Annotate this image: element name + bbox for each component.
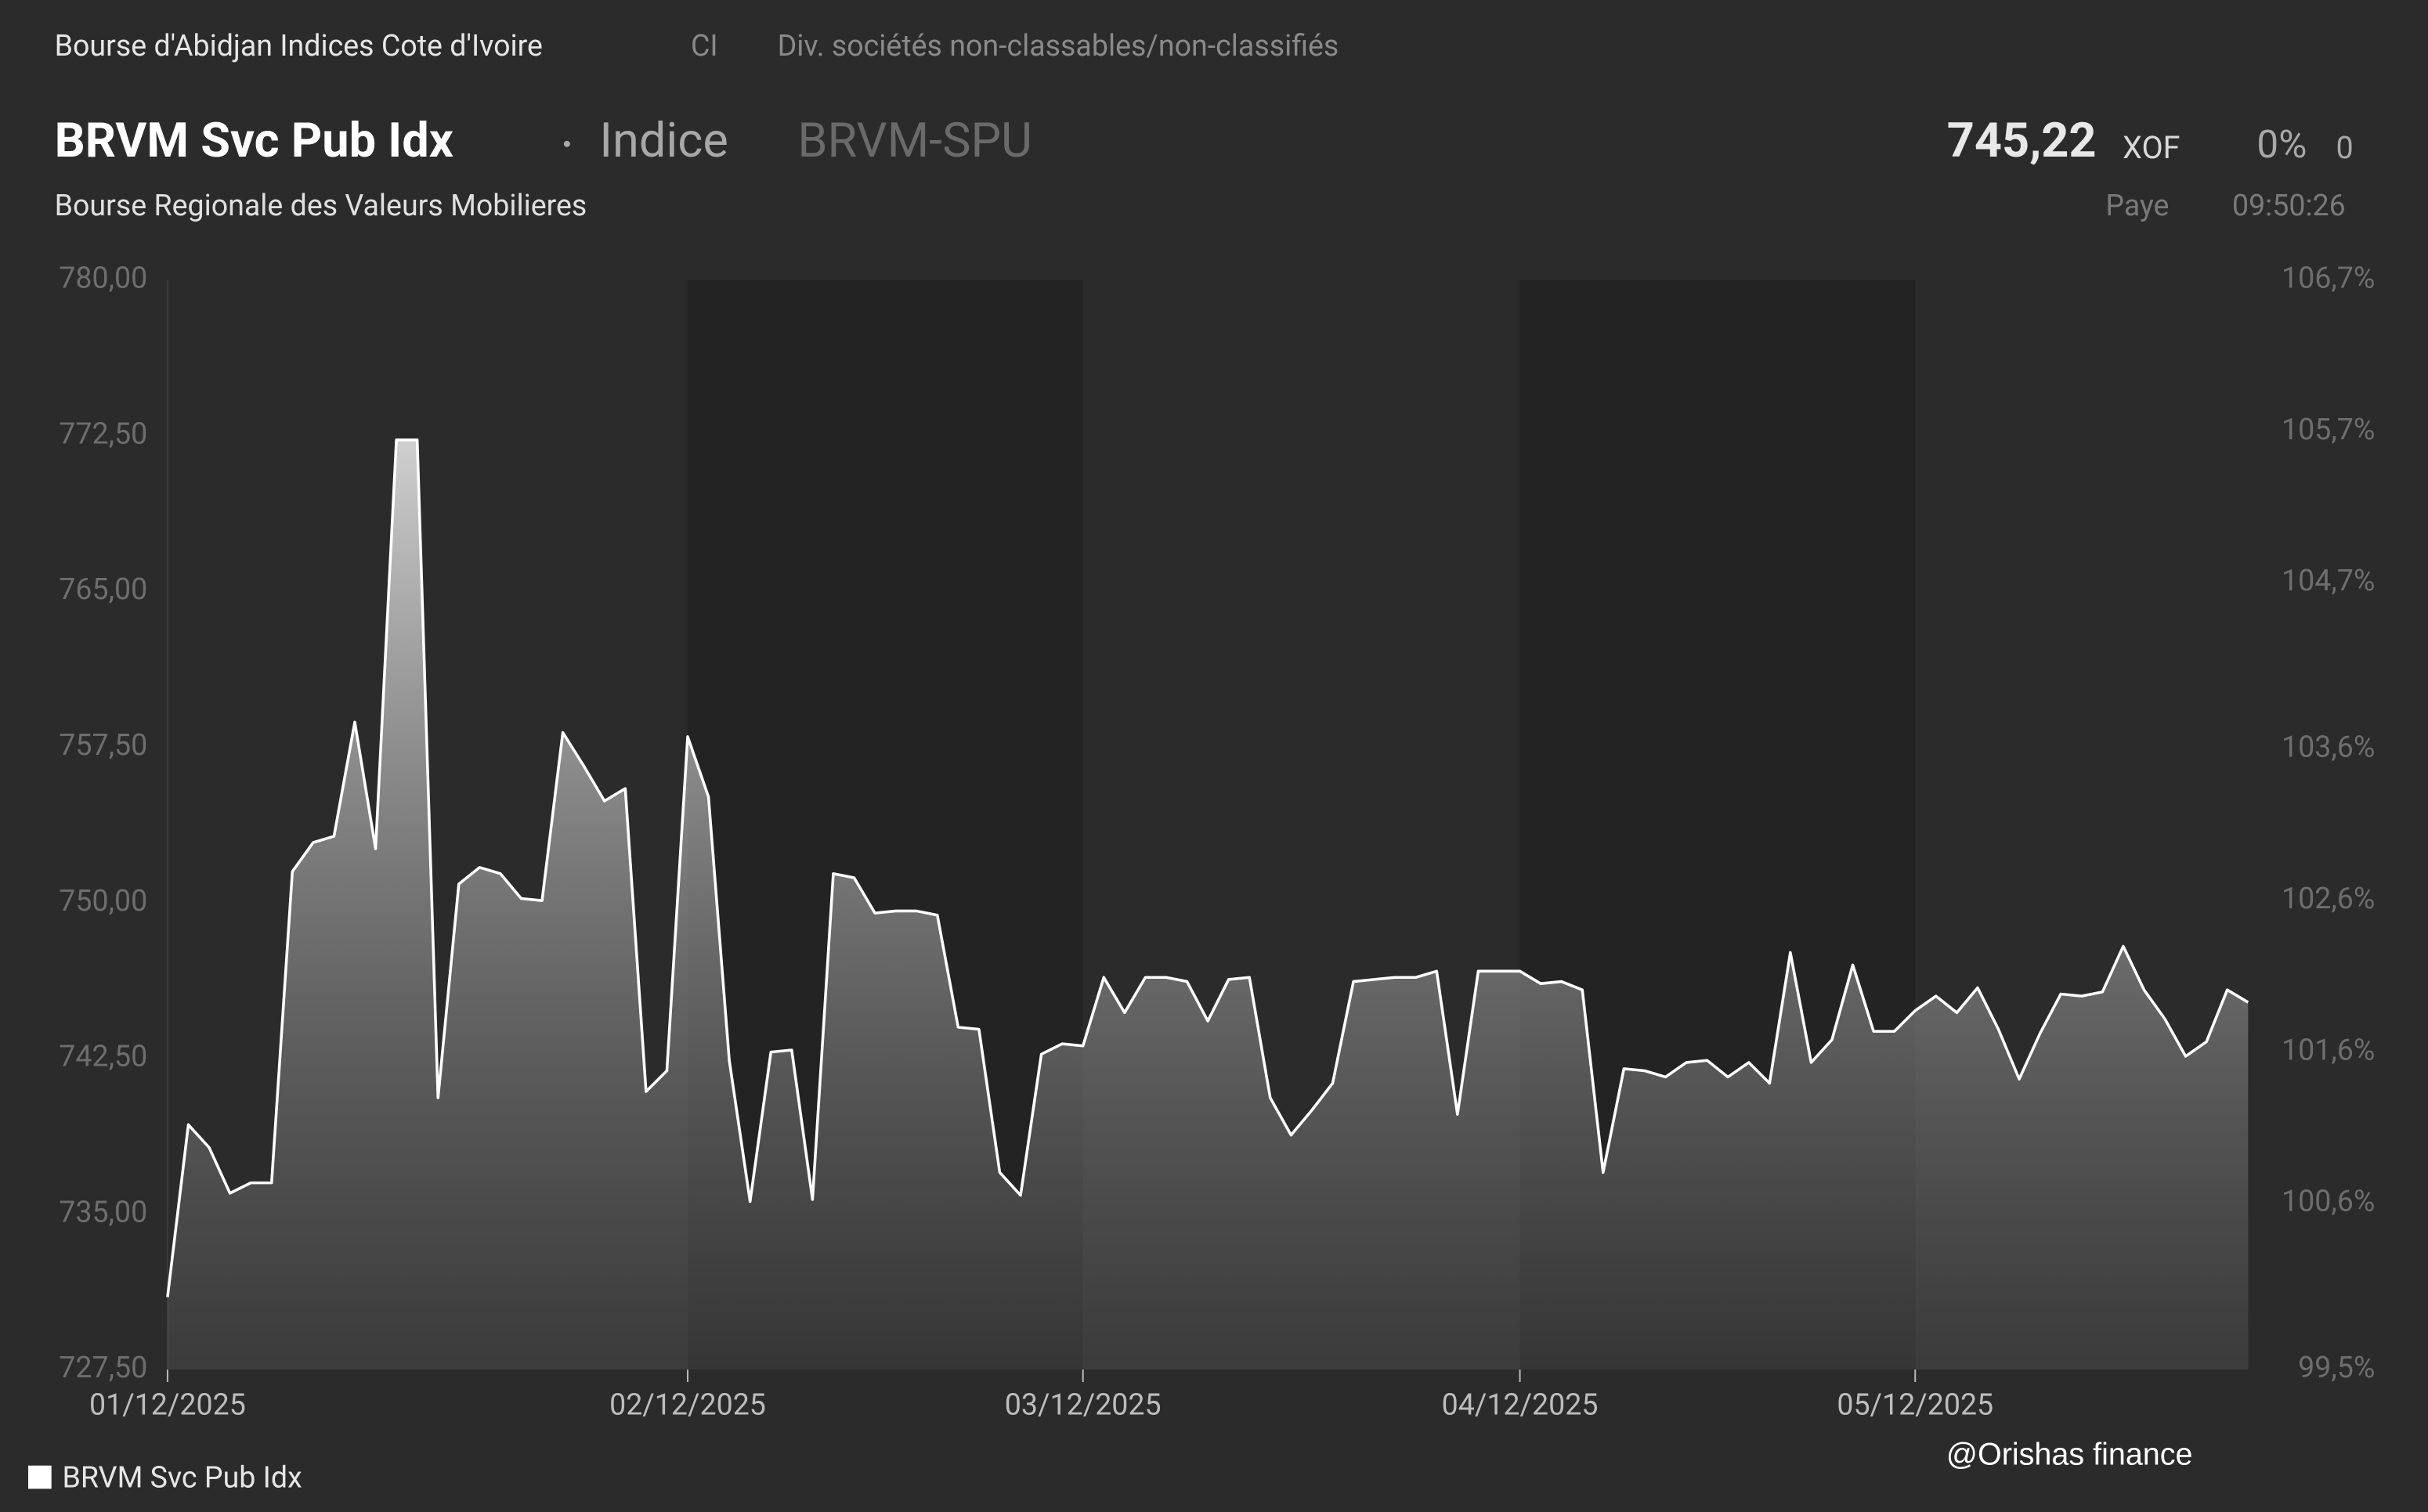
x-tick-label: 04/12/2025	[1442, 1388, 1599, 1423]
x-tick-label: 03/12/2025	[1005, 1388, 1162, 1423]
y-tick-label: 750,00	[59, 884, 147, 918]
separator	[563, 140, 570, 147]
y-tick-label: 765,00	[59, 572, 147, 607]
y2-tick-label: 106,7%	[2282, 262, 2375, 296]
series-line	[166, 438, 2249, 1297]
price: 745,22	[1947, 112, 2097, 168]
sector: Div. sociétés non-classables/non-classif…	[778, 29, 1339, 63]
area-fill	[167, 439, 2249, 1370]
legend-swatch	[28, 1465, 52, 1489]
y-tick-label: 780,00	[59, 262, 147, 296]
y2-tick-label: 100,6%	[2282, 1185, 2375, 1219]
exchange: Bourse d'Abidjan Indices Cote d'Ivoire	[55, 29, 543, 63]
kind: Indice	[599, 112, 728, 168]
country: CI	[691, 29, 718, 63]
y2-tick-label: 102,6%	[2282, 882, 2375, 916]
y2-tick-label: 99,5%	[2298, 1351, 2375, 1385]
status: Paye	[2105, 189, 2169, 223]
y2-tick-label: 105,7%	[2282, 413, 2375, 447]
title: BRVM Svc Pub Idx	[55, 112, 453, 168]
legend-label: BRVM Svc Pub Idx	[63, 1460, 302, 1495]
change: 0	[2336, 129, 2353, 166]
y-tick-label: 757,50	[59, 728, 147, 763]
x-tick-label: 02/12/2025	[609, 1388, 766, 1423]
watermark: @Orishas finance	[1946, 1437, 2193, 1471]
x-tick-label: 05/12/2025	[1837, 1388, 1993, 1423]
y-tick-label: 742,50	[59, 1040, 147, 1074]
y-tick-label: 735,00	[59, 1195, 147, 1229]
symbol: BRVM-SPU	[797, 112, 1032, 168]
y2-tick-label: 104,7%	[2282, 564, 2375, 598]
y2-tick-label: 103,6%	[2282, 731, 2375, 765]
y-tick-label: 772,50	[59, 417, 147, 451]
currency: XOF	[2123, 129, 2180, 166]
change-pct: 0%	[2256, 122, 2307, 168]
x-tick-label: 01/12/2025	[89, 1388, 246, 1423]
market: Bourse Regionale des Valeurs Mobilieres	[55, 189, 587, 223]
y2-tick-label: 101,6%	[2282, 1033, 2375, 1067]
time: 09:50:26	[2232, 189, 2346, 223]
y-tick-label: 727,50	[59, 1351, 147, 1385]
